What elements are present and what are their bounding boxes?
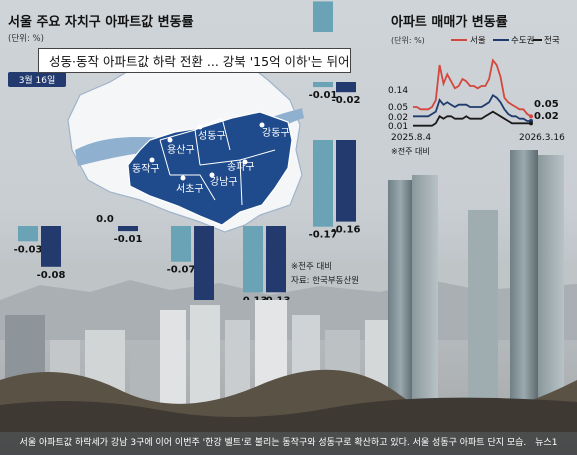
bar-g4-s1	[194, 226, 214, 300]
ytick-label-0.02: 0.02	[388, 113, 408, 123]
bar-label-g1-s1: -0.02	[332, 95, 361, 106]
ytick-label-0.05: 0.05	[388, 103, 408, 113]
bar-g0-s0	[313, 1, 333, 33]
bar-g5-s1	[266, 226, 286, 293]
left-chart-title: 서울 주요 자치구 아파트값 변동률	[8, 14, 194, 30]
seoul-map: 용산구 성동구 강동구 동작구 서초구 강남구 송파구	[67, 51, 304, 233]
x-end-label: 2026.3.16	[519, 133, 565, 143]
bar-g2-s0	[18, 226, 38, 242]
legend-seoul: 서울	[470, 36, 486, 46]
map-label-dongjak: 동작구	[132, 163, 160, 175]
date-badge	[8, 72, 66, 87]
end-label-capital: 0.05	[534, 99, 559, 110]
bar-g6-s1	[336, 140, 356, 222]
bar-g6-s0	[313, 140, 333, 227]
bar-g3-s1	[118, 226, 138, 232]
bar-label-g6-s1: -0.16	[332, 225, 361, 236]
lines-layer	[413, 58, 533, 127]
caption-text: 서울 아파트값 하락세가 강남 3구에 이어 이번주 '한강 벨트'로 불리는 …	[19, 438, 527, 448]
photo-caption: 서울 아파트값 하락세가 강남 3구에 이어 이번주 '한강 벨트'로 불리는 …	[0, 432, 577, 455]
bar-g2-s1	[41, 226, 61, 267]
bar-label-g4-s0: -0.07	[167, 265, 196, 276]
headline-box: 성동·동작 아파트값 하락 전환 ... 강북 '15억 이하'는 뒤어	[38, 48, 351, 73]
bar-label-g5-s1: -0.13	[262, 295, 291, 300]
x-start-label: 2025.8.4	[391, 133, 431, 143]
legend-national: 전국	[544, 35, 560, 46]
line-series-2	[413, 110, 531, 127]
right-chart-note: ※전주 대비	[391, 146, 430, 156]
end-label-national: 0.02	[534, 111, 559, 122]
han-river	[75, 108, 304, 166]
price-line-chart: 아파트 매매가 변동률 (단위: %) 서울 수도권 전국 0.14 0.05 …	[388, 14, 565, 156]
left-chart-note: ※전주 대비	[291, 261, 332, 272]
map-label-gangnam: 강남구	[210, 176, 238, 188]
district-bar-chart: 서울 주요 자치구 아파트값 변동률 (단위: %) 3월 16일 용산구 성동…	[8, 0, 361, 300]
line-series-0	[413, 58, 532, 118]
bar-g5-s0	[243, 226, 263, 293]
map-label-seocho: 서초구	[176, 183, 204, 195]
ytick-label-0.14: 0.14	[388, 86, 408, 96]
bar-g1-s0	[313, 82, 333, 88]
legend-capital: 수도권	[511, 35, 534, 46]
right-chart-title: 아파트 매매가 변동률	[391, 14, 508, 30]
line-end-point-0	[529, 114, 533, 119]
bar-g4-s0	[171, 226, 191, 262]
caption-credit: 뉴스1	[535, 438, 558, 448]
bar-label-g2-s0: -0.03	[14, 244, 43, 255]
map-label-songpa: 송파구	[227, 161, 255, 173]
map-label-gangdong: 강동구	[262, 127, 290, 139]
line-series-1	[413, 94, 531, 122]
line-end-point-2	[529, 121, 533, 126]
ytick-label-0.01: 0.01	[388, 122, 408, 132]
map-label-yongsan: 용산구	[167, 144, 195, 156]
bar-label-g3-s1: -0.01	[114, 234, 143, 245]
left-chart-unit: (단위: %)	[8, 33, 44, 44]
bar-label-g1-s0: -0.01	[309, 90, 338, 101]
map-label-seongdong: 성동구	[198, 130, 226, 142]
right-chart-unit: (단위: %)	[391, 35, 425, 45]
bars-layer: 0.06-0.01-0.02-0.03-0.080.0-0.01-0.07-0.…	[14, 0, 361, 300]
bar-label-g2-s1: -0.08	[37, 270, 66, 281]
bar-label-g3-s0: 0.0	[96, 214, 114, 225]
date-badge-label: 3월 16일	[19, 74, 56, 86]
bar-g1-s1	[336, 82, 356, 93]
bar-label-g5-s0: -0.13	[239, 295, 268, 300]
left-chart-source: 자료: 한국부동산원	[291, 275, 359, 286]
bar-label-g6-s0: -0.17	[309, 230, 338, 241]
